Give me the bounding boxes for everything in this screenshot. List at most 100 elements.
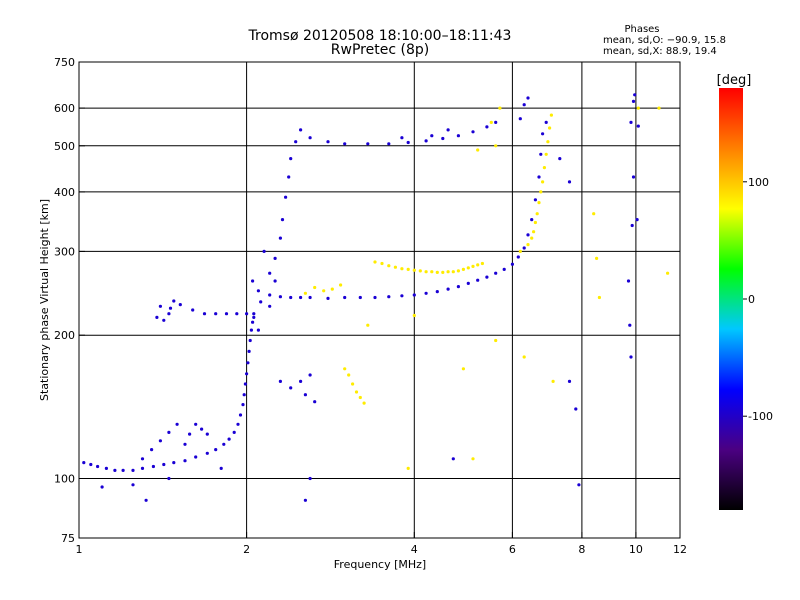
data-point [628,323,632,327]
data-point [412,313,416,318]
data-point [326,140,330,144]
data-point [259,300,263,304]
data-point [446,287,450,291]
data-point [636,106,640,110]
data-point [162,318,166,322]
x-tick-label: 12 [673,543,687,556]
data-point [326,296,330,300]
data-point [172,299,176,303]
data-point [577,483,581,487]
data-point [412,268,416,272]
data-point [456,285,460,289]
data-point [224,312,229,316]
y-tick-label: 75 [61,532,75,545]
data-point [446,128,450,132]
data-point [657,106,661,110]
data-point [526,233,530,237]
data-point [544,120,548,124]
data-point [597,295,602,300]
x-axis: 1 2 4 6 8 10 12 [76,532,687,556]
data-point [289,386,293,390]
data-point [380,261,384,266]
data-point [167,476,171,481]
x-tick-label: 4 [411,543,418,556]
data-point [537,201,541,205]
data-point [518,117,522,121]
data-point [236,422,240,426]
data-point [183,459,187,463]
data-point [630,223,634,228]
data-point [466,266,470,270]
x-tick-label: 1 [76,543,83,556]
data-point [140,466,145,470]
data-point [424,291,428,295]
data-point [548,126,552,130]
data-point [522,103,526,107]
data-point [631,175,636,179]
data-point [245,372,249,376]
data-point [96,464,100,469]
data-point [526,243,530,247]
data-point [530,218,534,222]
data-point [567,180,572,184]
data-point [471,457,475,461]
data-point [424,270,428,274]
data-point [214,312,218,316]
data-point [471,130,475,134]
data-point [387,264,391,268]
x-tick-label: 6 [509,543,516,556]
data-point [373,295,377,300]
data-point [245,312,249,316]
data-point [303,498,307,502]
data-point [446,270,450,274]
y-tick-label: 100 [54,473,75,486]
data-point [303,393,307,397]
data-point [194,422,198,426]
data-point [544,152,548,156]
data-point [636,124,640,128]
colorbar-label: [deg] [717,73,752,88]
data-point [251,279,255,283]
x-tick-label: 2 [243,543,250,556]
data-point [89,462,93,467]
data-point [626,279,631,283]
data-point [299,128,303,132]
data-point [494,144,498,148]
colorbar-tick-label: -100 [748,410,773,423]
data-point [530,236,534,240]
data-point [243,382,247,386]
data-point [494,338,498,343]
data-point [299,379,303,383]
data-point [494,271,498,275]
data-point [522,246,526,250]
data-point [339,283,343,287]
data-point [354,390,359,394]
data-point [393,265,397,269]
colorbar-tick-label: 0 [748,293,755,306]
x-axis-label: Frequency [MHz] [334,558,426,571]
data-point [247,349,251,353]
data-point [256,289,260,293]
data-point [284,195,288,199]
data-point [592,212,596,216]
data-point [330,287,334,291]
data-point [158,439,162,443]
data-point [155,315,159,319]
data-point [113,468,117,472]
data-point [167,430,171,434]
data-point [194,455,198,459]
data-point [451,457,455,461]
data-point [202,312,207,316]
data-point [100,485,104,489]
y-tick-label: 600 [54,102,75,115]
data-point [502,267,506,271]
data-point [435,290,439,294]
phases-o-stats: mean, sd,O: −90.9, 15.8 [603,35,726,46]
data-point [205,451,209,455]
data-point [430,134,434,138]
data-point [299,295,303,300]
data-point [246,361,250,365]
data-point [289,295,293,300]
data-point [387,142,391,146]
